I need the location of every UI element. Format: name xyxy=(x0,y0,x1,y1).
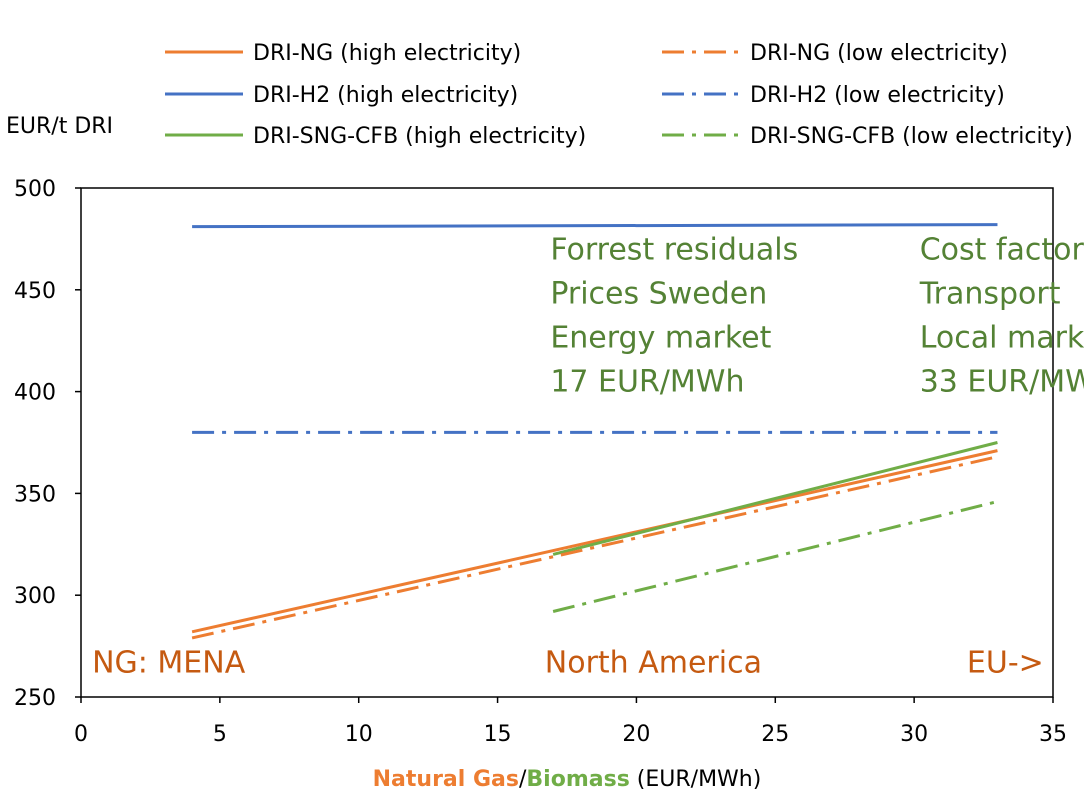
legend-label: DRI-SNG-CFB (high electricity) xyxy=(253,124,586,149)
x-tick-label: 15 xyxy=(484,722,512,747)
series-line xyxy=(192,223,998,229)
annotations: Forrest residuals Prices Sweden Energy mar… xyxy=(92,232,1084,680)
legend-label: DRI-SNG-CFB (low electricity) xyxy=(750,124,1073,149)
x-tick-label: 5 xyxy=(213,722,227,747)
y-tick-label: 400 xyxy=(14,381,56,406)
series-group xyxy=(191,223,998,640)
series-line xyxy=(191,455,998,640)
annotation-text: Prices Sweden xyxy=(550,276,767,311)
series-line xyxy=(552,500,998,613)
x-tick-label: 0 xyxy=(74,722,88,747)
legend-label: DRI-NG (low electricity) xyxy=(750,41,1008,66)
legend: DRI-NG (high electricity) DRI-H2 (high el… xyxy=(165,41,1073,149)
x-axis-label-part: Biomass xyxy=(526,767,629,792)
x-axis-label-part: Natural Gas xyxy=(373,767,519,792)
x-tick-label: 10 xyxy=(345,722,373,747)
x-tick-label: 20 xyxy=(622,722,650,747)
annotation-text: Transport xyxy=(919,276,1061,311)
annotation-text: North America xyxy=(545,646,762,681)
x-tick-label: 30 xyxy=(900,722,928,747)
legend-label: DRI-H2 (low electricity) xyxy=(750,83,1005,108)
annotation-text: Cost factors: xyxy=(920,232,1084,267)
x-tick-label: 35 xyxy=(1039,722,1067,747)
annotation-text: 17 EUR/MWh xyxy=(550,364,744,399)
y-tick-label: 250 xyxy=(14,686,56,711)
y-tick-label: 300 xyxy=(14,584,56,609)
annotation-text: Local market xyxy=(920,320,1084,355)
annotation-text: Energy market xyxy=(550,320,771,355)
y-axis-label: EUR/t DRI xyxy=(6,114,113,139)
y-tick-label: 350 xyxy=(14,482,56,507)
plot-area xyxy=(80,187,1054,698)
series-line xyxy=(191,449,998,634)
x-axis-label-part: (EUR/MWh) xyxy=(630,767,762,792)
annotation-text: 33 EUR/MWh xyxy=(920,364,1084,399)
x-axis-label: Natural Gas/Biomass (EUR/MWh) xyxy=(373,767,762,792)
y-tick-label: 500 xyxy=(14,177,56,202)
legend-label: DRI-NG (high electricity) xyxy=(253,41,521,66)
annotation-text: Forrest residuals xyxy=(550,232,798,267)
annotation-text: EU-> xyxy=(967,646,1044,681)
y-axis: 250 300 350 400 450 500 xyxy=(14,177,81,711)
x-axis-label-part: / xyxy=(519,767,527,792)
legend-label: DRI-H2 (high electricity) xyxy=(253,83,518,108)
series-line xyxy=(552,441,998,556)
x-axis: 0 5 10 15 20 25 30 35 xyxy=(74,697,1067,747)
annotation-text: NG: MENA xyxy=(92,646,246,681)
y-tick-label: 450 xyxy=(14,279,56,304)
x-tick-label: 25 xyxy=(761,722,789,747)
